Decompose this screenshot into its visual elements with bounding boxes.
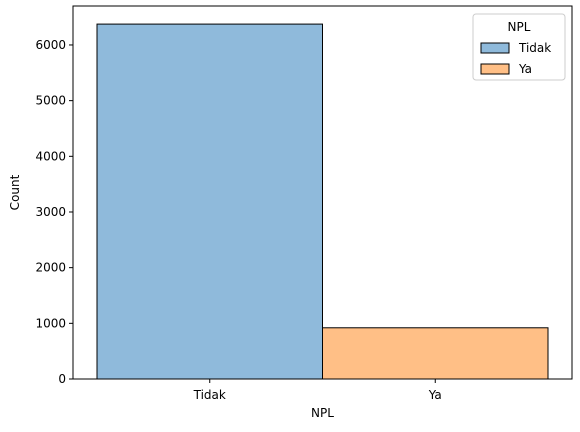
y-tick-label: 5000 bbox=[35, 94, 66, 108]
plot-frame bbox=[72, 5, 573, 380]
legend-label-tidak: Tidak bbox=[518, 41, 551, 55]
legend: NPL Tidak Ya bbox=[472, 13, 566, 81]
y-tick-label: 0 bbox=[58, 372, 66, 386]
legend-entries: Tidak Ya bbox=[480, 41, 551, 76]
y-tick-label: 1000 bbox=[35, 316, 66, 330]
legend-swatch-tidak bbox=[480, 42, 510, 54]
bar-tidak bbox=[96, 23, 323, 380]
y-tick-label: 4000 bbox=[35, 149, 66, 163]
legend-title: NPL bbox=[508, 20, 531, 34]
legend-label-ya: Ya bbox=[518, 62, 532, 76]
y-tick-label: 2000 bbox=[35, 261, 66, 275]
y-ticks-group: 0 1000 2000 3000 4000 5000 6000 bbox=[35, 38, 73, 386]
x-tick-label: Ya bbox=[428, 388, 442, 402]
y-axis-label: Count bbox=[8, 174, 22, 210]
x-axis-label: NPL bbox=[311, 406, 334, 420]
x-ticks-group: Tidak Ya bbox=[193, 379, 442, 402]
y-tick-label: 6000 bbox=[35, 38, 66, 52]
bars-group bbox=[96, 23, 549, 380]
legend-swatch-ya bbox=[480, 63, 510, 75]
x-tick-label: Tidak bbox=[193, 388, 226, 402]
y-tick-label: 3000 bbox=[35, 205, 66, 219]
bar-ya bbox=[322, 327, 549, 380]
